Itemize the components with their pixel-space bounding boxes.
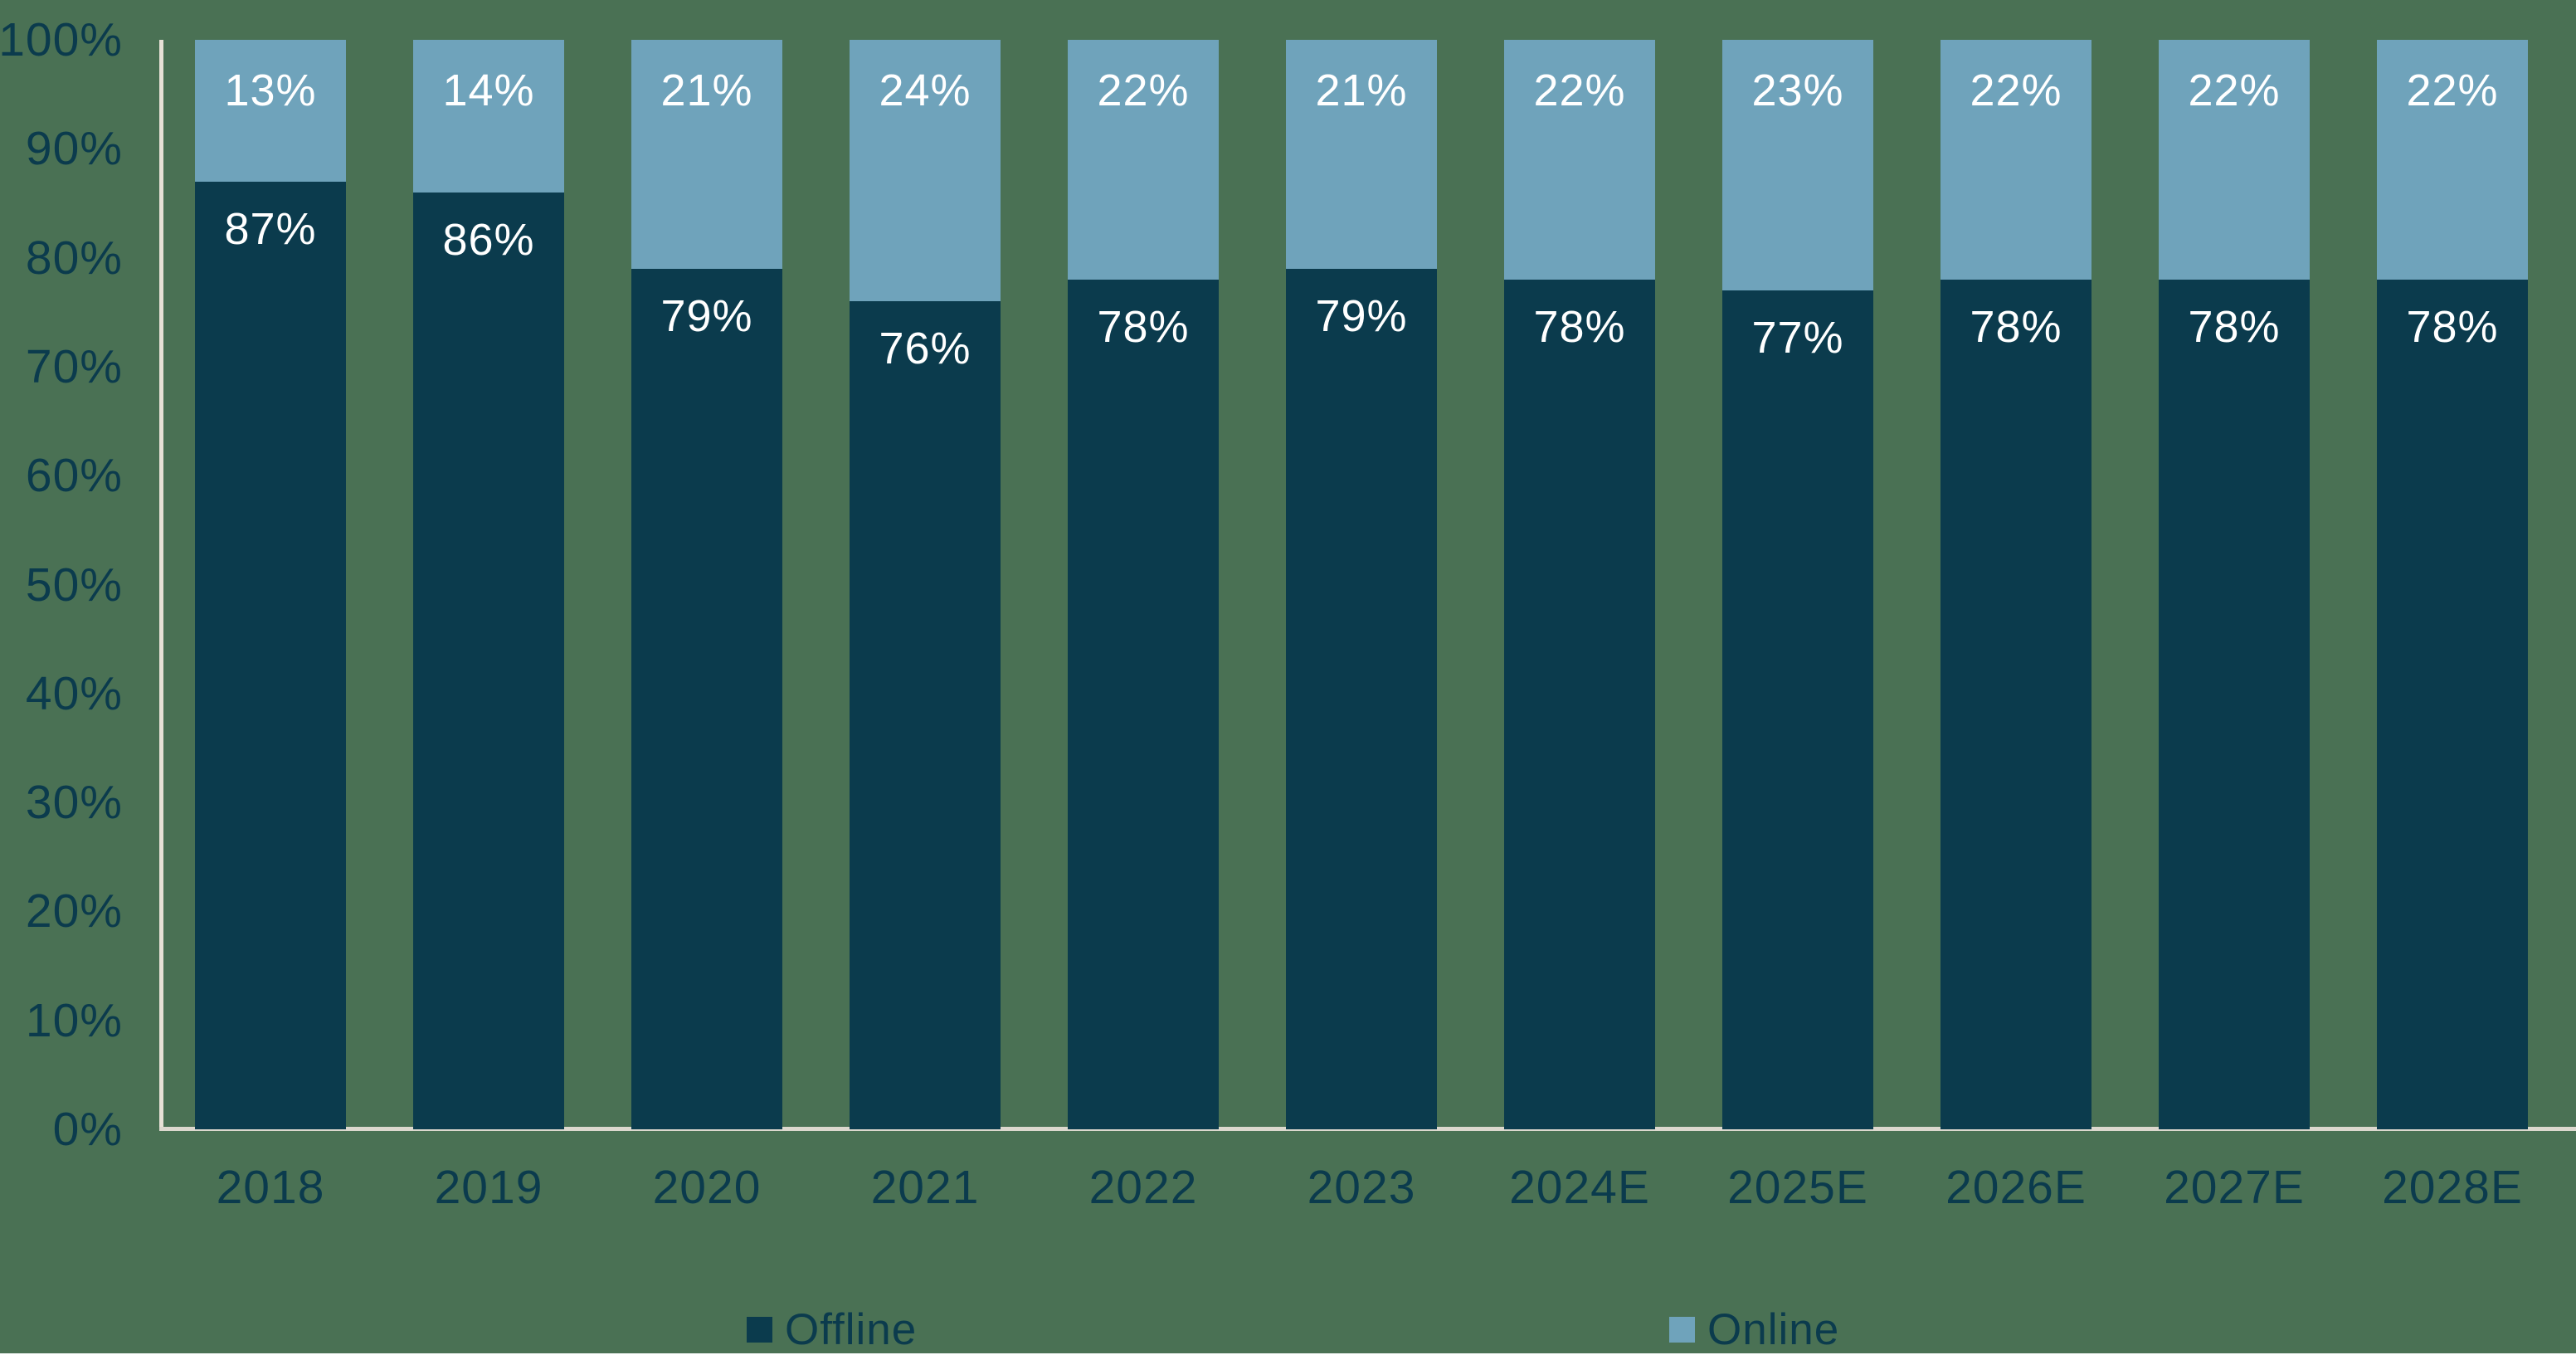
x-tick-label: 2024E xyxy=(1509,1161,1650,1214)
bar-group-2022: 22% 78% xyxy=(1068,40,1219,1129)
offline-segment: 79% xyxy=(1286,268,1437,1129)
offline-segment: 79% xyxy=(631,268,782,1129)
bar-group-2023: 21% 79% xyxy=(1286,40,1437,1129)
y-tick-label: 40% xyxy=(25,666,123,720)
bar-group-2024e: 22% 78% xyxy=(1504,40,1655,1129)
offline-value-label: 77% xyxy=(1751,312,1844,363)
online-value-label: 22% xyxy=(1970,66,2062,115)
bar-group-2021: 24% 76% xyxy=(850,40,1001,1129)
plot-area: 13% 87% 14% 86% 21% 79% 24% 76% 22% 78% 21% 79% 22% 7… xyxy=(162,40,2576,1129)
y-axis: 0% 10% 20% 30% 40% 50% 60% 70% 80% 90% 100% xyxy=(0,13,123,1156)
bar-group-2025e: 23% 77% xyxy=(1722,40,1873,1129)
x-axis: 2018 2019 2020 2021 2022 2023 2024E 2025E 2026E 2… xyxy=(162,1160,2576,1226)
offline-value-label: 78% xyxy=(2188,301,2281,352)
offline-segment: 87% xyxy=(195,181,346,1129)
x-tick-label: 2020 xyxy=(652,1161,762,1214)
offline-segment: 77% xyxy=(1722,290,1873,1129)
x-tick-label: 2019 xyxy=(434,1161,543,1214)
online-value-label: 23% xyxy=(1751,66,1844,115)
online-segment: 22% xyxy=(2377,40,2528,280)
offline-value-label: 76% xyxy=(879,324,971,374)
offline-segment: 78% xyxy=(2159,279,2310,1129)
offline-legend-label: Offline xyxy=(785,1305,918,1354)
online-value-label: 13% xyxy=(224,66,317,115)
offline-segment: 78% xyxy=(2377,279,2528,1129)
offline-segment: 86% xyxy=(413,192,564,1129)
offline-segment: 78% xyxy=(1941,279,2091,1129)
bar-group-2019: 14% 86% xyxy=(413,40,564,1129)
y-tick-label: 60% xyxy=(25,449,123,503)
online-segment: 23% xyxy=(1722,40,1873,290)
offline-segment: 76% xyxy=(850,301,1001,1129)
x-tick-label: 2021 xyxy=(870,1161,980,1214)
x-tick-label: 2022 xyxy=(1088,1161,1198,1214)
legend: Offline Online xyxy=(0,1294,2576,1355)
bar-group-2026e: 22% 78% xyxy=(1941,40,2091,1129)
legend-item-offline: Offline xyxy=(747,1304,917,1355)
online-value-label: 22% xyxy=(2406,66,2499,115)
bar-group-2028e: 22% 78% xyxy=(2377,40,2528,1129)
x-tick-label: 2026E xyxy=(1945,1161,2087,1214)
online-segment: 22% xyxy=(1941,40,2091,280)
online-value-label: 22% xyxy=(1097,66,1190,115)
offline-value-label: 78% xyxy=(1970,301,2062,352)
y-axis-line xyxy=(159,40,163,1129)
online-swatch-icon xyxy=(1669,1317,1695,1343)
online-segment: 14% xyxy=(413,40,564,193)
bar-group-2018: 13% 87% xyxy=(195,40,346,1129)
offline-value-label: 78% xyxy=(1533,301,1626,352)
offline-value-label: 78% xyxy=(2406,301,2499,352)
offline-segment: 78% xyxy=(1504,279,1655,1129)
y-tick-label: 0% xyxy=(52,1103,123,1156)
y-tick-label: 100% xyxy=(0,13,123,66)
y-tick-label: 30% xyxy=(25,776,123,830)
y-tick-label: 20% xyxy=(25,885,123,938)
online-segment: 22% xyxy=(1068,40,1219,280)
x-tick-label: 2018 xyxy=(216,1161,325,1214)
online-segment: 22% xyxy=(1504,40,1655,280)
y-tick-label: 90% xyxy=(25,122,123,176)
bar-group-2027e: 22% 78% xyxy=(2159,40,2310,1129)
online-value-label: 22% xyxy=(2188,66,2281,115)
online-segment: 13% xyxy=(195,40,346,182)
offline-value-label: 78% xyxy=(1097,301,1190,352)
online-value-label: 22% xyxy=(1533,66,1626,115)
offline-value-label: 86% xyxy=(442,214,535,265)
online-value-label: 21% xyxy=(1315,66,1408,115)
y-tick-label: 80% xyxy=(25,231,123,285)
x-tick-label: 2027E xyxy=(2164,1161,2305,1214)
online-value-label: 14% xyxy=(442,66,535,115)
bar-group-2020: 21% 79% xyxy=(631,40,782,1129)
online-value-label: 21% xyxy=(660,66,753,115)
offline-value-label: 79% xyxy=(660,290,753,341)
legend-item-online: Online xyxy=(1669,1304,1839,1355)
y-tick-label: 50% xyxy=(25,558,123,612)
offline-swatch-icon xyxy=(747,1317,772,1343)
y-tick-label: 10% xyxy=(25,993,123,1047)
online-segment: 24% xyxy=(850,40,1001,302)
x-tick-label: 2028E xyxy=(2382,1161,2523,1214)
x-tick-label: 2023 xyxy=(1307,1161,1416,1214)
online-segment: 22% xyxy=(2159,40,2310,280)
online-segment: 21% xyxy=(1286,40,1437,269)
y-tick-label: 70% xyxy=(25,339,123,393)
online-legend-label: Online xyxy=(1707,1305,1840,1354)
offline-value-label: 87% xyxy=(224,203,317,254)
online-value-label: 24% xyxy=(879,66,971,115)
x-tick-label: 2025E xyxy=(1727,1161,1868,1214)
offline-segment: 78% xyxy=(1068,279,1219,1129)
online-segment: 21% xyxy=(631,40,782,269)
offline-value-label: 79% xyxy=(1315,290,1408,341)
